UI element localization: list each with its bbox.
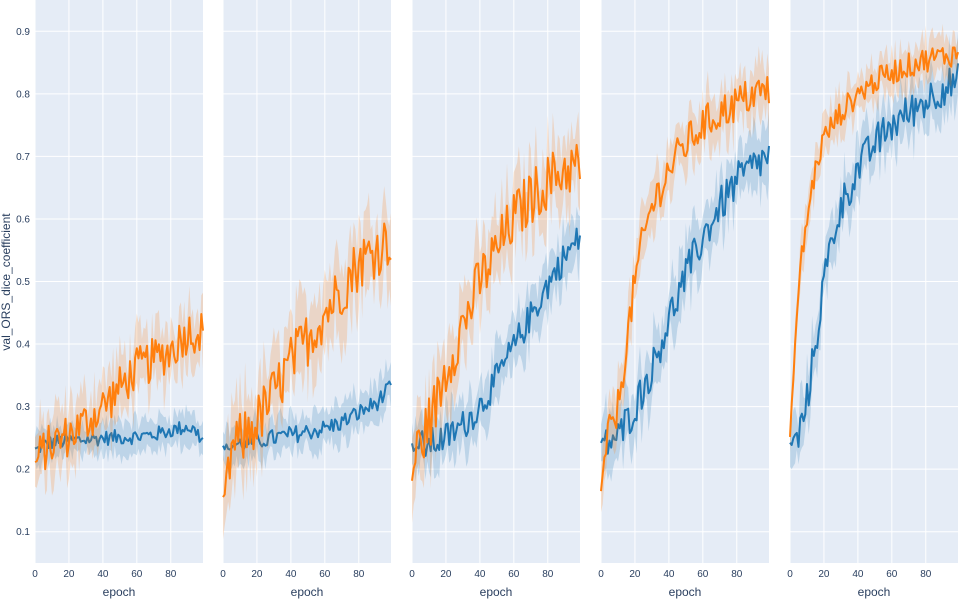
- series-1-band: [35, 404, 203, 473]
- x-tick-label: 40: [97, 569, 109, 580]
- x-tick-label: 0: [220, 569, 226, 580]
- x-tick-label: 0: [409, 569, 415, 580]
- y-tick-label: 0.9: [16, 27, 30, 38]
- series-1-line: [411, 227, 581, 457]
- series-1-band: [412, 206, 580, 482]
- x-axis-title: epoch: [103, 585, 136, 599]
- panel-3: 0 20 40 60 80 epoch: [409, 0, 581, 599]
- series-2-line: [600, 76, 770, 492]
- y-axis: 0.1 0.2 0.3 0.4 0.5 0.6 0.7 0.8 0.9: [16, 27, 30, 538]
- series-2-band: [412, 111, 580, 523]
- x-tick-label: 60: [319, 569, 331, 580]
- y-tick-label: 0.7: [16, 152, 30, 163]
- panel-2: 0 20 40 60 80 epoch: [220, 0, 392, 599]
- series-2-line: [789, 46, 959, 437]
- series-1-line: [789, 63, 959, 448]
- x-tick-label: 60: [508, 569, 520, 580]
- x-tick-label: 60: [697, 569, 709, 580]
- series-2-line: [34, 313, 204, 471]
- x-tick-label: 20: [440, 569, 452, 580]
- x-tick-label: 40: [285, 569, 297, 580]
- x-tick-label: 20: [629, 569, 641, 580]
- x-axis-title: epoch: [669, 585, 702, 599]
- y-axis-title: val_ORS_dice_coefficient: [0, 213, 13, 351]
- x-tick-label: 60: [131, 569, 143, 580]
- y-tick-label: 0.4: [16, 340, 30, 351]
- y-tick-label: 0.2: [16, 465, 30, 476]
- chart-panels: 0 20 40 60 80 epoch 0 20 40 60 80 epoch 0 20 40 60 80 epo…: [32, 0, 959, 599]
- series-1-line: [34, 421, 204, 453]
- y-tick-label: 0.1: [16, 527, 30, 538]
- x-axis-title: epoch: [480, 585, 513, 599]
- x-tick-label: 0: [32, 569, 38, 580]
- x-tick-label: 20: [818, 569, 830, 580]
- y-tick-label: 0.8: [16, 89, 30, 100]
- x-tick-label: 40: [474, 569, 486, 580]
- y-tick-label: 0.3: [16, 402, 30, 413]
- x-tick-label: 80: [353, 569, 365, 580]
- x-tick-label: 80: [165, 569, 177, 580]
- x-tick-label: 80: [920, 569, 932, 580]
- panel-5: 0 20 40 60 80 epoch: [787, 0, 959, 599]
- panel-1: 0 20 40 60 80 epoch: [32, 0, 204, 599]
- series-1-line: [600, 145, 770, 455]
- series-2-band: [790, 23, 958, 453]
- x-axis-title: epoch: [858, 585, 891, 599]
- x-tick-label: 60: [886, 569, 898, 580]
- y-tick-label: 0.5: [16, 277, 30, 288]
- panel-4: 0 20 40 60 80 epoch: [598, 0, 770, 599]
- x-tick-label: 80: [542, 569, 554, 580]
- x-tick-label: 40: [663, 569, 675, 580]
- x-tick-label: 20: [63, 569, 75, 580]
- series-2-line: [222, 222, 392, 498]
- series-1-band: [601, 111, 769, 482]
- x-axis-title: epoch: [291, 585, 324, 599]
- y-tick-label: 0.6: [16, 214, 30, 225]
- x-tick-label: 0: [787, 569, 793, 580]
- series-2-line: [411, 143, 581, 481]
- x-tick-label: 20: [251, 569, 263, 580]
- x-tick-label: 80: [731, 569, 743, 580]
- x-tick-label: 40: [852, 569, 864, 580]
- x-tick-label: 0: [598, 569, 604, 580]
